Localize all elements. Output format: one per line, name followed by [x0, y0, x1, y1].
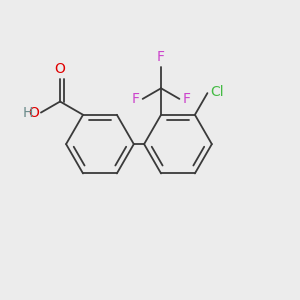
Text: F: F: [157, 50, 165, 64]
Text: O: O: [28, 106, 40, 120]
Text: H: H: [22, 106, 33, 120]
Text: O: O: [55, 62, 65, 76]
Text: F: F: [182, 92, 190, 106]
Text: Cl: Cl: [210, 85, 224, 99]
Text: F: F: [132, 92, 140, 106]
